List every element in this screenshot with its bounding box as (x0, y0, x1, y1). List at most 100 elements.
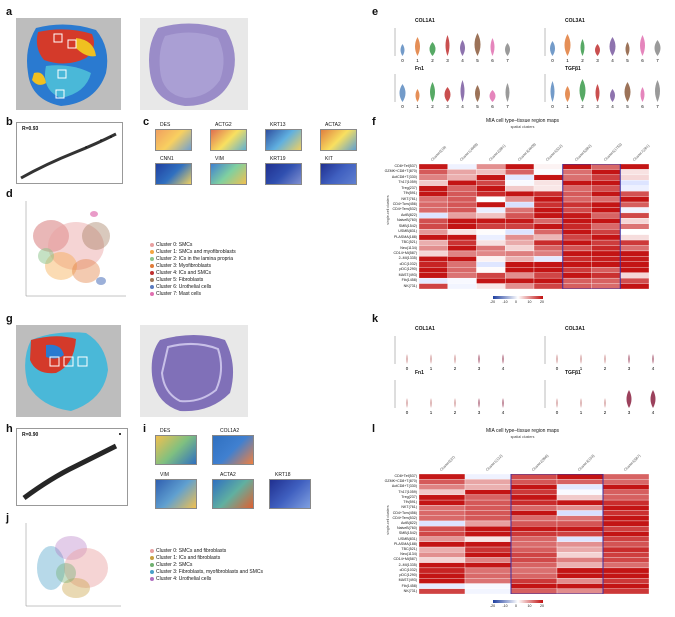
violin-k-title-col3a1: COL3A1 (565, 326, 585, 332)
heatmap-cell (476, 234, 506, 241)
legend-dot (150, 556, 154, 560)
violin-tick-label: 1 (580, 366, 583, 371)
heatmap-cell (562, 283, 592, 289)
heatmap-cell (602, 520, 649, 527)
violin-shape (626, 390, 632, 408)
heatmap-cell (505, 277, 535, 284)
heatmap-cell (533, 169, 563, 176)
heatmap-row-label: ActB(822) (401, 212, 417, 217)
heatmap-cell (419, 499, 466, 506)
heatmap-cell (591, 169, 621, 176)
heatmap-row-label: ActCD8+T(330) (391, 484, 417, 489)
heatmap-cell (476, 180, 506, 186)
violin-shape (429, 42, 436, 56)
violin-tick-label: 0 (401, 104, 404, 109)
heatmap-row-label: Th17(1059) (398, 180, 417, 185)
gene-map-cnn1 (155, 163, 192, 185)
heatmap-cell (476, 201, 506, 208)
legend-dot (150, 264, 154, 268)
heatmap-cell (464, 572, 512, 579)
heatmap-cell (591, 185, 621, 192)
heatmap-cell (602, 484, 649, 490)
heatmap-cell (556, 520, 604, 527)
heatmap-cell (447, 283, 477, 289)
heatmap-cell (419, 218, 448, 224)
heatmap-cell (447, 180, 477, 186)
legend-label: Cluster 2: SMCs (156, 562, 193, 568)
heatmap-cell (591, 180, 621, 186)
heatmap-cell (464, 499, 512, 506)
heatmap-cell (476, 218, 506, 224)
heatmap-cell (464, 526, 512, 532)
heatmap-cell (505, 229, 535, 235)
heatmap-column-label: Cluster5(882) (574, 143, 593, 162)
heatmap-cell (510, 505, 558, 511)
heatmap-cell (419, 505, 466, 511)
heatmap-cell (510, 489, 558, 496)
heatmap-cell (602, 515, 649, 522)
heatmap-cell (591, 164, 621, 170)
heatmap-row-label: CD14+Mi(587) (393, 250, 417, 255)
heatmap-cell (464, 494, 512, 501)
heatmap-cell (602, 536, 649, 542)
gene-map-actg2 (210, 129, 247, 151)
heatmap-row-label: NKT(761) (401, 196, 417, 201)
heatmap-cell (556, 567, 604, 574)
legend-label: Cluster 7: Mast cells (156, 291, 202, 297)
heatmap-cell (447, 207, 477, 214)
violin-tick-label: 1 (416, 58, 419, 63)
heatmap-cell (419, 515, 466, 522)
violin-shape (652, 354, 654, 364)
legend-dot (150, 243, 154, 247)
legend-j-cluster-0: Cluster 0: SMCs and fibroblasts (150, 548, 226, 554)
legend-dot (150, 549, 154, 553)
heatmap-cell (419, 212, 448, 219)
violin-tick-label: 0 (406, 410, 409, 415)
heatmap-cell (591, 223, 621, 230)
heatmap-column-label: Cluster3(4609) (516, 142, 537, 162)
violin-title-col1a1: COL1A1 (415, 18, 435, 24)
heatmap-cell (505, 283, 535, 289)
heatmap-cell (533, 267, 563, 273)
heatmap-cell (591, 218, 621, 224)
heatmap-column-label: Cluster1(4089) (459, 142, 479, 162)
heatmap-cell (476, 212, 506, 219)
heatmap-cell (533, 272, 563, 279)
heatmap-column-label: Cluster0(19) (430, 145, 448, 162)
violin-shape (624, 82, 631, 102)
legend-dot (150, 250, 154, 254)
heatmap-cell (476, 261, 506, 268)
heatmap-cell (620, 174, 649, 181)
heatmap-cell (419, 578, 466, 584)
violin-shape (478, 354, 480, 364)
heatmap-cell (510, 479, 558, 485)
heatmap-cell (562, 256, 592, 262)
heatmap-cell (419, 191, 448, 197)
heatmap-cell (556, 474, 604, 480)
heatmap-cell (505, 180, 535, 186)
colorbar-tick-label: 0 (515, 300, 517, 304)
colorbar-tick-label: -10 (502, 300, 508, 304)
legend-j-cluster-1: Cluster 1: ICs and fibroblasts (150, 555, 220, 561)
heatmap-column-label: Cluster4(522) (545, 143, 564, 162)
heatmap-cell (510, 494, 558, 501)
violin-shape (478, 398, 480, 408)
heatmap-cell (510, 499, 558, 506)
heatmap-cell (533, 164, 563, 170)
violin-shape (640, 87, 645, 102)
panel-label-d: d (6, 188, 13, 200)
heatmap-row-label: CD14+Mi(587) (393, 557, 417, 562)
heatmap-cell (620, 239, 649, 246)
heatmap-cell (447, 267, 477, 273)
violin-title-tgfb1: TGFβ1 (565, 66, 581, 72)
heatmap-cell (464, 520, 512, 527)
violin-tick-label: 1 (566, 104, 569, 109)
heatmap-cell (620, 201, 649, 208)
heatmap-cell (602, 494, 649, 501)
heatmap-cell (464, 505, 512, 511)
gene-map-des (155, 129, 192, 151)
heatmap-cell (591, 283, 621, 289)
heatmap-cell (620, 212, 649, 219)
heatmap-cell (419, 588, 466, 594)
violin-tick-label: 5 (626, 104, 629, 109)
